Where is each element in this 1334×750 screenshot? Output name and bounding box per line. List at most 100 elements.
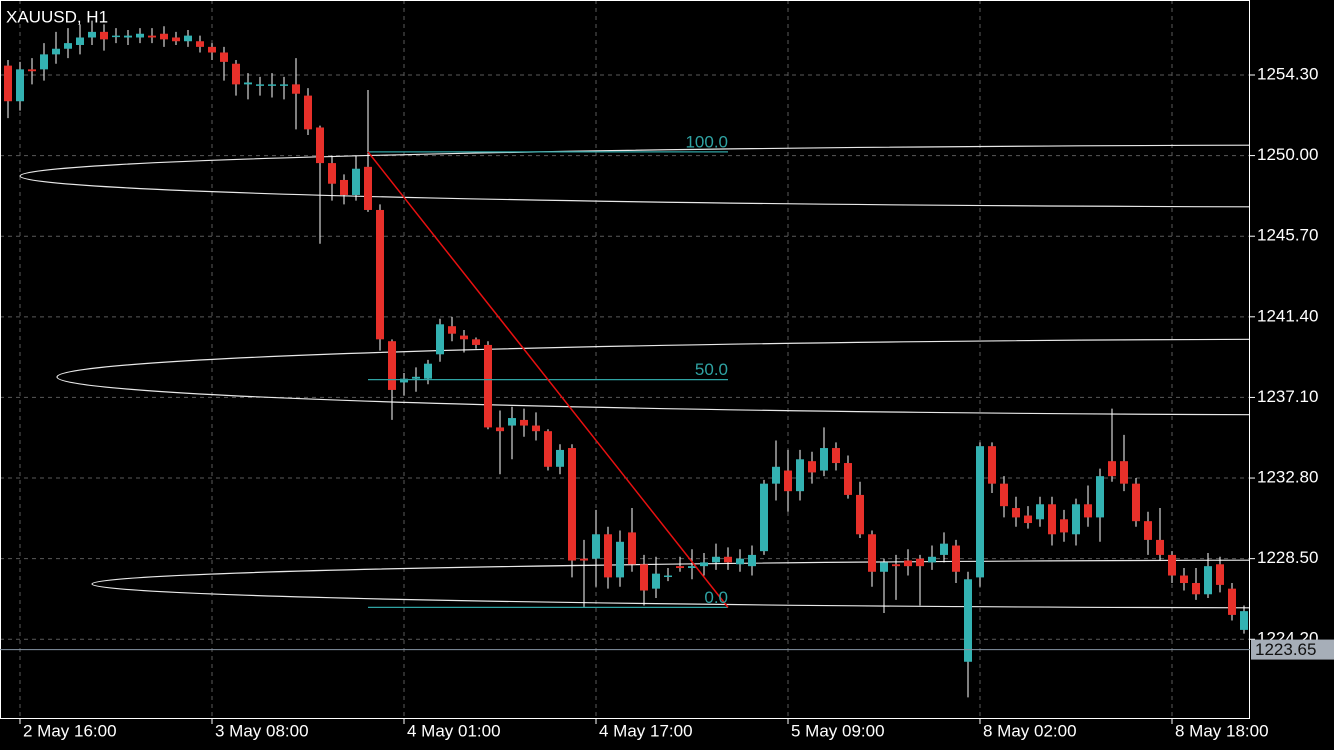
candle-body	[844, 463, 852, 495]
y-tick-label: 1232.80	[1257, 468, 1318, 487]
plot-border	[0, 0, 1250, 719]
candle-body	[520, 419, 528, 426]
candle-body	[448, 326, 456, 334]
candle-body	[148, 35, 156, 38]
candle-body	[952, 545, 960, 572]
candle-body	[196, 41, 204, 47]
candle-body	[52, 48, 60, 55]
y-tick-label: 1241.40	[1257, 306, 1318, 325]
candle-body	[676, 566, 684, 569]
candle-body	[376, 209, 384, 340]
candles	[4, 20, 1248, 698]
y-tick-label: 1245.70	[1257, 226, 1318, 245]
y-tick-label: 1237.10	[1257, 387, 1318, 406]
candle-body	[28, 69, 36, 72]
candle-body	[784, 470, 792, 492]
candle-body	[472, 339, 480, 345]
candle-body	[268, 84, 276, 86]
fib-level-label: 0.0	[704, 588, 728, 607]
candle-body	[592, 534, 600, 559]
candle-body	[1228, 588, 1236, 615]
candle-body	[76, 37, 84, 45]
candle-body	[688, 566, 696, 569]
candle-body	[1084, 504, 1092, 518]
candle-body	[712, 556, 720, 563]
fib-trend-line	[367, 151, 729, 608]
candle-body	[16, 69, 24, 102]
x-tick-label: 8 May 02:00	[983, 721, 1077, 740]
candle-body	[352, 168, 360, 195]
candle-body	[208, 46, 216, 53]
candle-body	[160, 33, 168, 40]
y-tick-label: 1254.30	[1257, 64, 1318, 83]
candle-body	[664, 575, 672, 578]
candle-body	[616, 541, 624, 578]
candle-body	[328, 163, 336, 184]
x-tick-label: 5 May 09:00	[791, 721, 885, 740]
candle-body	[292, 84, 300, 94]
candle-body	[652, 573, 660, 589]
candle-body	[868, 534, 876, 572]
candle-body	[316, 127, 324, 164]
candle-body	[1132, 483, 1140, 522]
x-tick-label: 2 May 16:00	[23, 721, 117, 740]
candle-body	[1036, 504, 1044, 520]
candle-body	[820, 448, 828, 471]
candle-body	[736, 558, 744, 565]
candle-body	[1240, 611, 1248, 630]
candle-body	[220, 52, 228, 62]
candle-body	[772, 466, 780, 484]
candle-body	[40, 54, 48, 70]
candle-body	[796, 459, 804, 492]
candle-body	[904, 560, 912, 567]
candle-body	[100, 31, 108, 40]
x-tick-label: 3 May 08:00	[215, 721, 309, 740]
candle-body	[1144, 521, 1152, 540]
candle-body	[1048, 504, 1056, 535]
candle-body	[1168, 554, 1176, 576]
candle-body	[1108, 461, 1116, 477]
x-tick-label: 4 May 17:00	[599, 721, 693, 740]
candle-body	[364, 166, 372, 210]
fib-ellipse	[91, 559, 1250, 609]
candle-body	[724, 556, 732, 563]
candle-body	[760, 483, 768, 552]
y-tick-label: 1228.50	[1257, 548, 1318, 567]
candle-body	[604, 534, 612, 578]
candle-body	[1024, 515, 1032, 524]
candle-body	[508, 418, 516, 426]
candle-body	[388, 341, 396, 390]
candle-body	[940, 543, 948, 555]
candle-body	[400, 378, 408, 383]
candle-body	[496, 427, 504, 432]
fib-ellipse	[56, 338, 1250, 416]
candle-body	[436, 324, 444, 355]
candle-body	[580, 558, 588, 561]
candle-body	[988, 446, 996, 484]
current-price-label: 1223.65	[1255, 640, 1316, 659]
candle-body	[1072, 504, 1080, 535]
candle-body	[124, 35, 132, 38]
candle-body	[976, 446, 984, 578]
candle-body	[916, 558, 924, 567]
candle-body	[88, 31, 96, 38]
candle-body	[892, 564, 900, 567]
current-price-tag	[1251, 639, 1334, 660]
candle-body	[1120, 461, 1128, 484]
candle-body	[532, 425, 540, 432]
candle-body	[4, 65, 12, 102]
candle-body	[556, 449, 564, 467]
candle-body	[964, 579, 972, 662]
x-tick-label: 8 May 18:00	[1175, 721, 1269, 740]
candle-body	[280, 84, 288, 86]
candle-body	[1192, 583, 1200, 595]
candle-body	[1216, 564, 1224, 585]
candle-body	[628, 532, 636, 565]
candle-body	[256, 84, 264, 86]
candle-body	[1012, 508, 1020, 518]
candle-body	[424, 363, 432, 379]
candle-body	[1096, 476, 1104, 518]
